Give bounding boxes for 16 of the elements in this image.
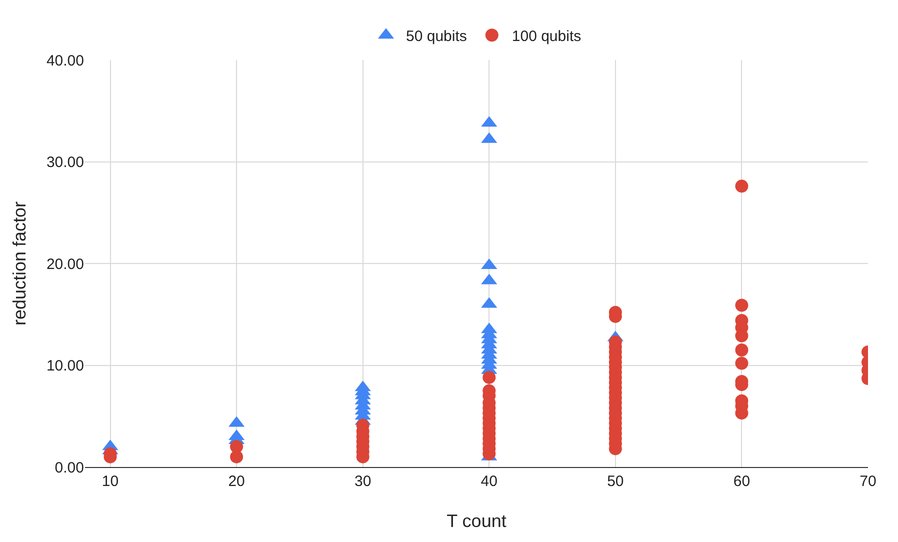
x-tick-label: 10 [102,473,119,490]
x-tick-label: 50 [607,473,624,490]
y-axis-title: reduction factor [10,201,30,326]
x-tick-label: 20 [228,473,245,490]
x-axis-title: T count [446,511,506,532]
legend-label: 100 qubits [512,28,582,45]
y-tick-label: 10.00 [46,358,84,374]
legend-label: 50 qubits [406,28,467,45]
x-tick-label: 40 [480,473,498,490]
y-tick-label: 20.00 [46,256,84,273]
y-tick-label: 30.00 [46,154,84,171]
x-tick-label: 30 [354,473,372,490]
x-tick-label: 60 [733,473,750,490]
x-tick-label: 70 [860,473,876,490]
y-tick-label: 40.00 [46,52,84,70]
y-tick-label: 0.00 [54,459,84,476]
